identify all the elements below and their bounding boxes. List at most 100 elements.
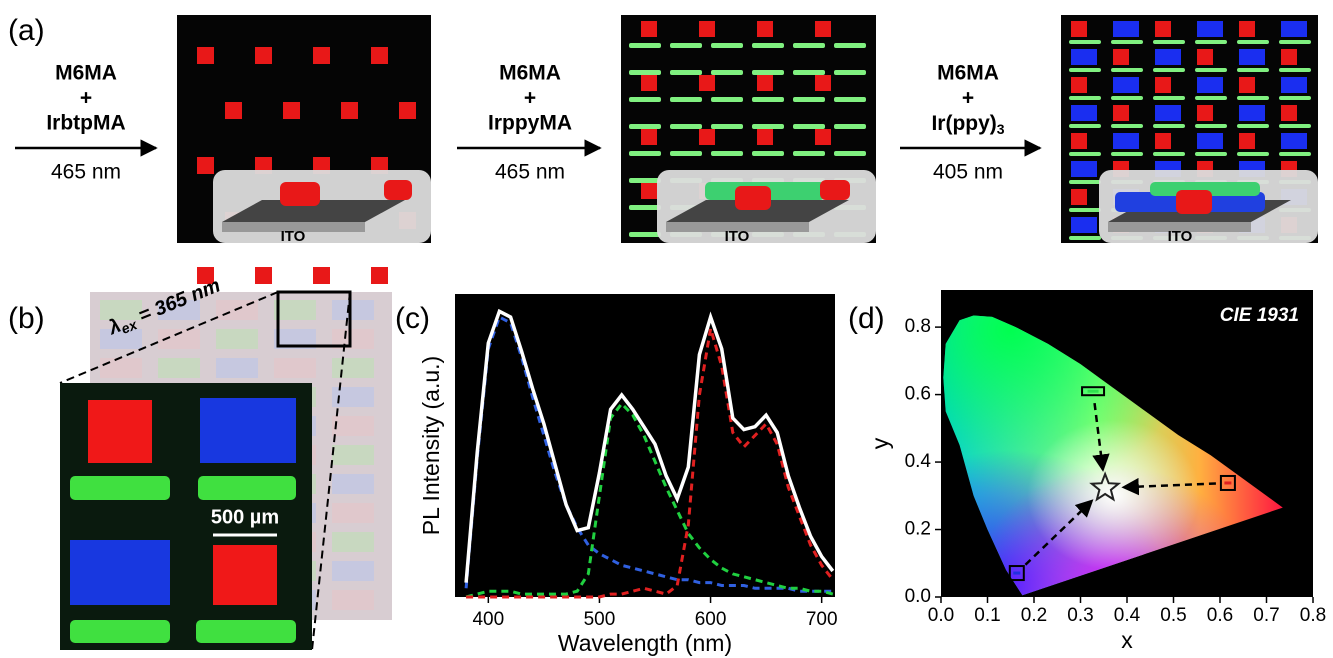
red-pixel [1113,105,1129,121]
x-tick-label: 0.0 [928,605,954,626]
blue-pixel [1071,217,1097,233]
red-pixel [641,21,657,37]
y-tick-label: 0.8 [905,316,931,337]
green-bar [1069,152,1101,156]
annotation: CIE 1931 [1220,305,1299,326]
reagent: IrppyMA [488,112,572,135]
green-bar [1111,68,1143,72]
pixel [100,358,142,378]
green-bar [752,151,784,156]
green-bar [793,70,825,75]
red-pixel [399,102,416,119]
blue-pixel [1155,49,1181,65]
green-bar [1153,40,1185,44]
x-tick-label: 0.6 [1207,605,1233,626]
red-pixel [1239,133,1255,149]
blue-pixel [1113,77,1139,93]
pixel-green [70,620,170,643]
pixel-green [198,476,296,500]
pixel [158,358,200,378]
x-tick-label: 700 [806,609,838,630]
green-bar [1111,152,1143,156]
pixel [332,416,374,436]
red-pixel [1239,77,1255,93]
green-bar [1237,96,1269,100]
pixel [332,474,374,494]
green-bar [711,124,743,129]
green-bar [1195,152,1227,156]
red-pixel [283,102,300,119]
green-bar [1111,40,1143,44]
x-tick-label: 0.5 [1160,605,1186,626]
red-pixel [641,129,657,145]
reagent-name: Ir(ppy) [931,112,996,135]
red-pixel [1071,77,1087,93]
green-bar [1153,96,1185,100]
red-pixel [699,21,715,37]
green-bar [793,124,825,129]
reagent: IrbtpMA [46,112,125,135]
green-bar [793,151,825,156]
red-pixel [757,21,773,37]
reagent: Ir(ppy)3 [931,112,1004,137]
color-point-core [1013,572,1020,575]
green-bar [793,97,825,102]
green-bar [629,178,661,183]
schematic-inset: ITO [1099,170,1318,245]
blue-pixel [1239,49,1265,65]
green-bar [1153,152,1185,156]
polymer [384,180,412,200]
y-tick-label: 0.4 [905,451,932,472]
green-bar [1195,96,1227,100]
red-pixel [699,75,715,91]
step: M6MA + Ir(ppy)3 405 nm [900,62,1040,184]
green-bar [1237,152,1269,156]
pixel [332,561,374,581]
monomer: M6MA [55,62,117,85]
blue-pixel [1197,133,1223,149]
plus: + [524,87,536,110]
x-tick-label: 600 [695,609,727,630]
red-pixel [1281,105,1297,121]
wavelength: 465 nm [51,161,121,184]
red-pixel [641,75,657,91]
green-bar [834,43,866,48]
green-bar [1195,40,1227,44]
x-tick-label: 0.2 [1021,605,1047,626]
pixel-red [213,545,277,605]
pixel [332,503,374,523]
panel-label: (d) [848,302,885,335]
x-tick-label: 0.7 [1253,605,1279,626]
green-bar [834,151,866,156]
red-pixel [371,47,388,64]
green-bar [1237,68,1269,72]
pixel-green [70,476,170,500]
red-pixel [1113,49,1129,65]
green-bar [670,151,702,156]
red-pixel [1281,49,1297,65]
x-axis-title: x [1121,627,1133,653]
plus: + [80,87,92,110]
y-tick-label: 0.0 [905,586,931,607]
figure: (a) (b) (c) (d) M6MA + IrbtpMA 465 nm M6… [0,0,1333,658]
green-bar [670,43,702,48]
green-bar [1279,96,1311,100]
pixel [332,532,374,552]
green-bar [629,151,661,156]
wavelength: 465 nm [495,161,565,184]
y-tick-label: 0.2 [905,519,931,540]
green-bar [1237,40,1269,44]
blue-pixel [1239,105,1265,121]
green-bar [752,124,784,129]
red-pixel [197,157,214,174]
green-bar [670,124,702,129]
step: M6MA + IrbtpMA 465 nm [15,62,156,184]
green-bar [1069,124,1101,128]
x-tick-label: 400 [472,609,504,630]
green-bar [1279,124,1311,128]
green-bar [1111,124,1143,128]
green-bar [834,70,866,75]
green-bar [711,151,743,156]
pixel [274,358,316,378]
green-bar [670,70,702,75]
